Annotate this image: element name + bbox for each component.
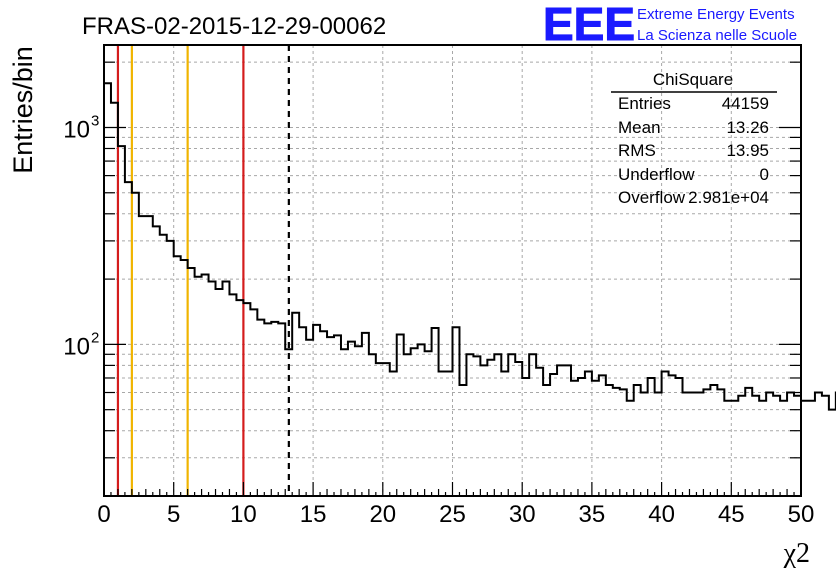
y-tick-exponent: 3: [91, 112, 99, 129]
stats-row-value: 13.26: [726, 118, 769, 137]
x-axis-label: χ2: [783, 538, 810, 569]
stats-row-label: Entries: [618, 94, 671, 113]
x-tick-label: 25: [439, 501, 466, 528]
x-tick-label: 50: [788, 501, 815, 528]
x-axis-label-text: χ2: [783, 538, 810, 569]
chart-title: FRAS-02-2015-12-29-00062: [82, 13, 386, 40]
logo-line-1: Extreme Energy Events: [637, 6, 795, 23]
stats-row-label: RMS: [618, 141, 656, 160]
stats-row-value: 44159: [722, 94, 769, 113]
y-axis-label: Entries/bin: [8, 46, 38, 174]
x-tick-label: 20: [369, 501, 396, 528]
grid: [104, 45, 801, 497]
x-tick-label: 0: [97, 501, 110, 528]
stats-row-value: 13.95: [726, 141, 769, 160]
x-tick-label: 15: [300, 501, 327, 528]
x-tick-label: 10: [230, 501, 257, 528]
stats-rows: Entries 44159 Mean 13.26 RMS 13.95 Underflow 0 O…: [618, 94, 769, 207]
stats-title: ChiSquare: [653, 70, 733, 89]
stats-row-label: Underflow: [618, 165, 695, 184]
y-tick-label: 10: [63, 116, 90, 143]
axis-ticks: [103, 61, 802, 497]
stats-box: ChiSquare Entries 44159 Mean 13.26 RMS 13.95 U…: [611, 70, 777, 207]
cut-lines: [116, 45, 290, 496]
logo-line-2: La Scienza nelle Scuole: [637, 27, 797, 44]
x-tick-label: 35: [579, 501, 606, 528]
stats-row-value: 0: [760, 165, 769, 184]
x-tick-label: 30: [509, 501, 536, 528]
eee-logo: EEE Extreme Energy Events La Scienza nel…: [543, 0, 798, 51]
x-tick-label: 5: [167, 501, 180, 528]
stats-row-label: Overflow: [618, 188, 686, 207]
stats-row-value: 2.981e+04: [688, 188, 769, 207]
histogram-line: [104, 82, 836, 411]
stats-row-label: Mean: [618, 118, 661, 137]
x-tick-labels: 0 5 10 15 20 25 30 35 40 45 50: [97, 501, 814, 528]
eee-logo-mark: EEE: [543, 0, 635, 50]
x-tick-label: 40: [648, 501, 675, 528]
y-tick-label: 10: [63, 333, 90, 360]
x-tick-label: 45: [718, 501, 745, 528]
y-tick-exponent: 2: [91, 329, 99, 346]
